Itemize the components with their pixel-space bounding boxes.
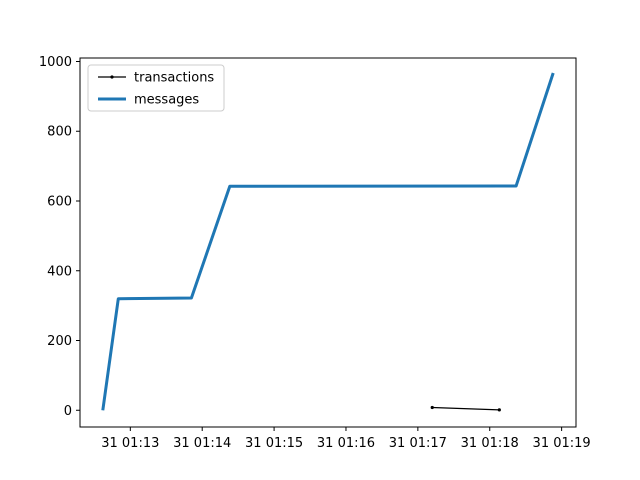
- legend-label-transactions: transactions: [134, 71, 214, 86]
- y-tick-label: 1000: [39, 55, 72, 70]
- legend-label-messages: messages: [134, 93, 199, 108]
- x-tick-label: 31 01:16: [317, 436, 375, 451]
- data-point-transactions: [430, 405, 434, 410]
- y-tick-label: 0: [64, 404, 72, 419]
- x-tick-label: 31 01:13: [101, 436, 159, 451]
- y-tick-label: 200: [47, 334, 72, 349]
- y-tick-label: 600: [47, 194, 72, 209]
- series-layer: [101, 72, 555, 412]
- series-line-transactions: [432, 406, 500, 411]
- legend: transactions messages: [87, 64, 225, 112]
- x-tick-label: 31 01:15: [245, 436, 303, 451]
- x-tick-label: 31 01:14: [173, 436, 231, 451]
- data-point-transactions: [497, 408, 501, 412]
- series-line-messages: [101, 72, 555, 411]
- x-tick-label: 31 01:18: [461, 436, 519, 451]
- y-tick-label: 400: [47, 264, 72, 279]
- y-tick-label: 800: [47, 125, 72, 140]
- legend-marker-transactions: [110, 75, 114, 79]
- axes-frame: [79, 57, 577, 428]
- y-axis: 0 200 400 600 800 1000: [39, 55, 80, 419]
- x-axis: 31 01:13 31 01:14 31 01:15 31 01:16 31 01:17…: [101, 427, 591, 451]
- x-tick-label: 31 01:19: [533, 436, 591, 451]
- x-tick-label: 31 01:17: [389, 436, 447, 451]
